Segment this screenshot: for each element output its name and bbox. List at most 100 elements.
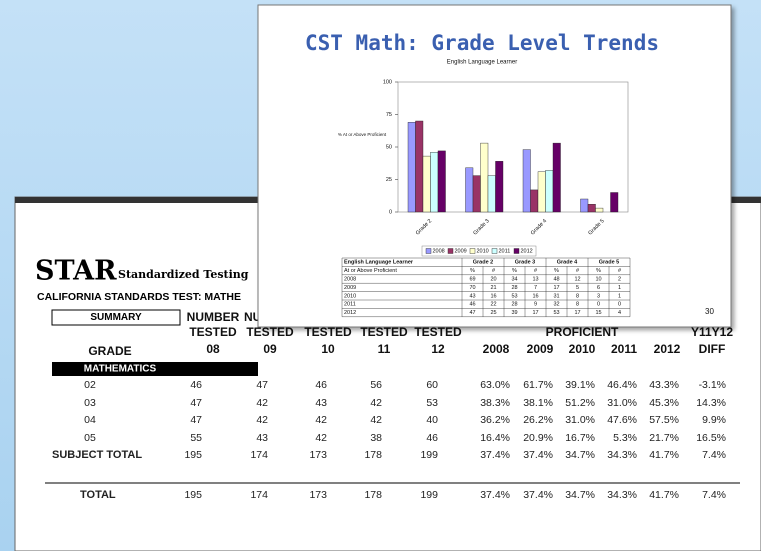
cell: 43	[315, 397, 327, 409]
cell: 42	[315, 414, 327, 426]
cell: 57.5%	[649, 414, 679, 426]
legend-swatch	[513, 248, 520, 254]
cell: 34.3%	[607, 489, 637, 501]
bar	[407, 122, 416, 213]
table-cell: 20	[490, 276, 496, 282]
cell: 31.0%	[565, 414, 595, 426]
column-header: 08	[206, 342, 220, 356]
cell: 37.4%	[523, 489, 553, 501]
table-subheader: At or Above Proficient	[344, 268, 397, 274]
table-subheader: #	[576, 268, 580, 274]
cell: 178	[364, 449, 382, 461]
y-tick-label: 0	[389, 209, 392, 215]
table-cell: 17	[532, 310, 538, 316]
cell: 36.2%	[480, 414, 510, 426]
cell: 173	[309, 449, 327, 461]
cell: 195	[184, 449, 202, 461]
cell: 195	[184, 489, 202, 501]
table-cell: 28	[511, 285, 517, 291]
legend-swatch	[447, 248, 454, 254]
logo: STAR	[35, 256, 117, 287]
table-cell: 1	[618, 293, 621, 299]
cell: 47	[190, 414, 202, 426]
bar	[552, 142, 561, 213]
row-label: 03	[84, 397, 96, 409]
column-header: 2008	[483, 342, 510, 356]
table-cell: 31	[553, 293, 559, 299]
cell: 199	[420, 449, 438, 461]
cell: 34.7%	[565, 449, 595, 461]
bar	[422, 155, 431, 213]
cell: 46	[426, 432, 438, 444]
cell: 38.1%	[523, 397, 553, 409]
cell: 178	[364, 489, 382, 501]
table-cell: 1	[618, 285, 621, 291]
y-axis-label: % At or Above Proficient	[338, 132, 387, 137]
bar	[465, 167, 474, 213]
row-label: 02	[84, 379, 96, 391]
cell: 174	[250, 489, 268, 501]
cell: 9.9%	[702, 414, 726, 426]
table-cell: 70	[469, 285, 475, 291]
table-cell: 69	[469, 276, 475, 282]
column-header: 10	[321, 342, 335, 356]
table-subheader: #	[618, 268, 622, 274]
cell: 34.7%	[565, 489, 595, 501]
cell: 37.4%	[523, 449, 553, 461]
cell: 38.3%	[480, 397, 510, 409]
table-cell: 4	[618, 310, 621, 316]
table-cell: 8	[576, 302, 579, 308]
cell: 34.3%	[607, 449, 637, 461]
table-cell: 16	[532, 293, 538, 299]
y-tick-label: 50	[386, 144, 392, 150]
bar	[595, 207, 604, 213]
legend-swatch	[491, 248, 498, 254]
bar	[580, 198, 589, 213]
bar	[430, 151, 439, 213]
cell: 47.6%	[607, 414, 637, 426]
table-cell: 2010	[344, 293, 356, 299]
cell: 46	[190, 379, 202, 391]
bar	[415, 120, 424, 213]
cell: 26.2%	[523, 414, 553, 426]
table-header: Grade 2	[473, 260, 493, 266]
table-subheader: %	[470, 268, 475, 274]
bar	[522, 149, 531, 213]
cell: 56	[370, 379, 382, 391]
table-cell: 39	[511, 310, 517, 316]
column-header: TESTED	[189, 325, 237, 339]
bar	[610, 192, 619, 213]
cell: -3.1%	[699, 379, 726, 391]
summary-label: SUMMARY	[90, 312, 142, 323]
logo-sub: Standardized Testing	[118, 268, 249, 281]
legend-label: 2010	[477, 248, 489, 254]
cell: 38	[370, 432, 382, 444]
cell: 47	[256, 379, 268, 391]
cell: 42	[315, 432, 327, 444]
table-cell: 17	[574, 310, 580, 316]
legend-label: 2012	[521, 248, 533, 254]
column-header: TESTED	[414, 325, 462, 339]
table-cell: 25	[490, 310, 496, 316]
bar	[437, 150, 446, 213]
bar	[537, 171, 546, 213]
cell: 43.3%	[649, 379, 679, 391]
column-header: GRADE	[88, 344, 131, 358]
cell: 61.7%	[523, 379, 553, 391]
column-header: Y11Y12	[691, 325, 733, 339]
table-cell: 28	[511, 302, 517, 308]
cell: 47	[190, 397, 202, 409]
cell: 46	[315, 379, 327, 391]
cell: 174	[250, 449, 268, 461]
table-cell: 6	[597, 285, 600, 291]
column-header: TESTED	[360, 325, 408, 339]
chart-subtitle: English Language Learner	[447, 60, 517, 66]
cell: 199	[420, 489, 438, 501]
table-cell: 9	[534, 302, 537, 308]
cell: 51.2%	[565, 397, 595, 409]
table-cell: 0	[597, 302, 600, 308]
table-cell: 53	[553, 310, 559, 316]
legend-label: 2008	[433, 248, 445, 254]
cell: 21.7%	[649, 432, 679, 444]
row-label: 05	[84, 432, 96, 444]
